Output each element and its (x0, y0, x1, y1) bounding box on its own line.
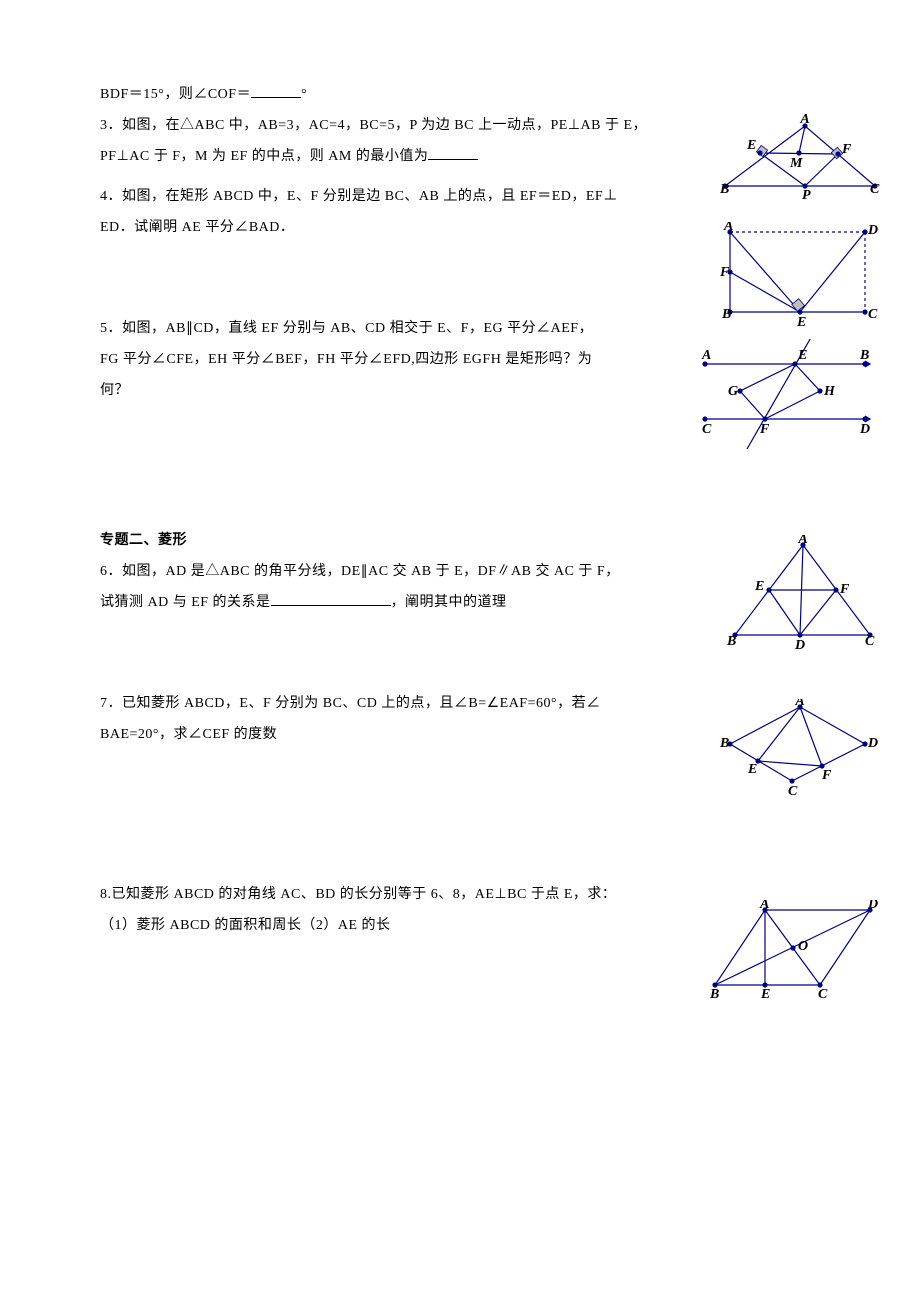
p3-l1: 3．如图，在△ABC 中，AB=3，AC=4，BC=5，P 为边 BC 上一动点… (100, 111, 690, 142)
p2-suffix: ° (301, 87, 307, 102)
svg-text:C: C (865, 634, 875, 649)
problem-8: 8.已知菱形 ABCD 的对角线 AC、BD 的长分别等于 6、8，AE⊥BC … (100, 880, 820, 942)
svg-text:F: F (821, 768, 832, 783)
p2-text: BDF＝15°，则∠COF＝ (100, 87, 251, 102)
p8-l1: 8.已知菱形 ABCD 的对角线 AC、BD 的长分别等于 6、8，AE⊥BC … (100, 880, 690, 911)
svg-text:C: C (868, 307, 878, 322)
p6-l2: 试猜测 AD 与 EF 的关系是，阐明其中的道理 (100, 588, 690, 619)
svg-text:D: D (859, 422, 870, 437)
figure-p8: A D C B E O (710, 900, 880, 1000)
problem-3: 3．如图，在△ABC 中，AB=3，AC=4，BC=5，P 为边 BC 上一动点… (100, 111, 820, 173)
p5-l1: 5．如图，AB∥CD，直线 EF 分别与 AB、CD 相交于 E、F，EG 平分… (100, 314, 690, 345)
figure-p7: A B C D E F (720, 699, 880, 799)
svg-text:G: G (728, 384, 738, 399)
blank-p6 (271, 591, 391, 606)
blank-p3 (428, 145, 478, 160)
svg-text:C: C (818, 987, 828, 1000)
problem-6: 6．如图，AD 是△ABC 的角平分线，DE∥AC 交 AB 于 E，DF∥AB… (100, 557, 820, 619)
svg-text:H: H (823, 384, 836, 399)
p5-l2: FG 平分∠CFE，EH 平分∠BEF，FH 平分∠EFD,四边形 EGFH 是… (100, 345, 690, 376)
svg-text:B: B (710, 987, 719, 1000)
svg-text:F: F (841, 142, 852, 157)
svg-text:D: D (794, 638, 805, 653)
svg-text:E: E (797, 348, 807, 363)
svg-text:E: E (754, 579, 764, 594)
svg-text:E: E (760, 987, 770, 1000)
p5-l3: 何？ (100, 376, 690, 407)
svg-text:A: A (794, 699, 804, 709)
svg-text:F: F (839, 582, 850, 597)
svg-text:F: F (720, 265, 730, 280)
svg-text:C: C (788, 784, 798, 799)
figure-p5: A B C D E F G H (700, 339, 880, 454)
problem-5: 5．如图，AB∥CD，直线 EF 分别与 AB、CD 相交于 E、F，EG 平分… (100, 314, 820, 406)
svg-text:A: A (701, 348, 711, 363)
svg-text:M: M (789, 156, 803, 171)
problem-4: 4．如图，在矩形 ABCD 中，E、F 分别是边 BC、AB 上的点，且 EF＝… (100, 182, 820, 244)
svg-text:D: D (867, 900, 878, 912)
p3-l2: PF⊥AC 于 F，M 为 EF 的中点，则 AM 的最小值为 (100, 142, 690, 173)
svg-text:B: B (726, 634, 736, 649)
p4-l2: ED．试阐明 AE 平分∠BAD． (100, 213, 690, 244)
p7-l1: 7．已知菱形 ABCD，E、F 分别为 BC、CD 上的点，且∠B=∠EAF=6… (100, 689, 690, 720)
svg-text:C: C (702, 422, 712, 437)
svg-text:C: C (870, 182, 880, 197)
svg-text:O: O (798, 939, 808, 954)
svg-text:E: E (746, 138, 756, 153)
p7-l2: BAE=20°，求∠CEF 的度数 (100, 720, 690, 751)
p4-l1: 4．如图，在矩形 ABCD 中，E、F 分别是边 BC、AB 上的点，且 EF＝… (100, 182, 690, 213)
svg-text:E: E (747, 762, 757, 777)
svg-text:A: A (723, 222, 733, 234)
figure-p6: A B C D E F (725, 535, 880, 655)
svg-text:A: A (759, 900, 769, 912)
problem-7: 7．已知菱形 ABCD，E、F 分别为 BC、CD 上的点，且∠B=∠EAF=6… (100, 689, 820, 751)
svg-text:A: A (799, 112, 809, 127)
problem-2-cont: BDF＝15°，则∠COF＝ ° (100, 80, 820, 111)
blank-p2 (251, 83, 301, 98)
section-2-title: 专题二、菱形 (100, 526, 820, 557)
p6-l1: 6．如图，AD 是△ABC 的角平分线，DE∥AC 交 AB 于 E，DF∥AB… (100, 557, 690, 588)
svg-text:D: D (867, 223, 878, 238)
svg-text:B: B (720, 736, 729, 751)
svg-text:D: D (867, 736, 878, 751)
svg-text:B: B (859, 348, 869, 363)
p8-l2: （1）菱形 ABCD 的面积和周长（2）AE 的长 (100, 911, 690, 942)
svg-text:A: A (797, 535, 807, 547)
svg-text:F: F (759, 422, 770, 437)
